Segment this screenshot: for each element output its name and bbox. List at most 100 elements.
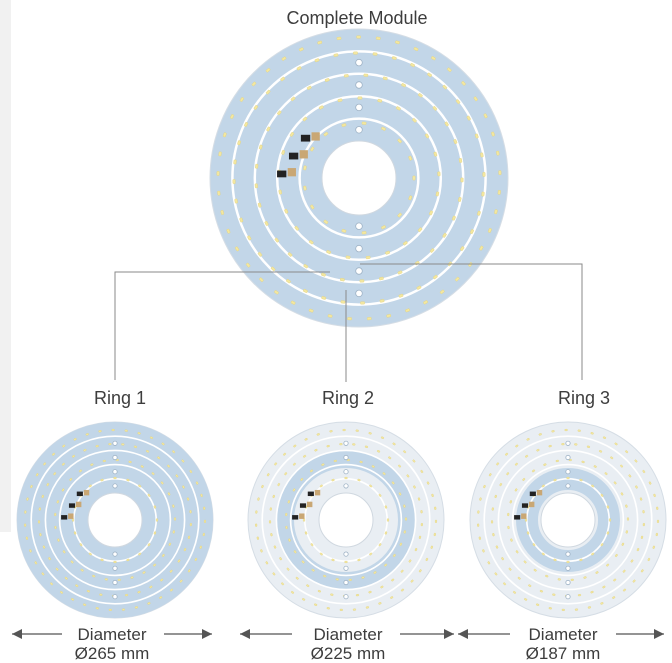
led: [287, 500, 291, 504]
led: [56, 500, 60, 504]
led: [145, 449, 150, 453]
led: [194, 557, 198, 562]
led: [323, 131, 329, 137]
led: [408, 559, 412, 563]
trace-gap: [497, 449, 639, 591]
led: [392, 553, 396, 558]
wire-connector: [311, 132, 320, 141]
led: [41, 494, 44, 499]
led: [398, 293, 404, 298]
led: [655, 532, 658, 537]
led: [600, 493, 604, 497]
led: [553, 558, 557, 562]
led: [414, 548, 418, 552]
led: [410, 579, 414, 583]
ring-1-label: Ring 1: [93, 388, 147, 408]
led: [420, 523, 423, 527]
led: [80, 568, 84, 572]
led: [346, 458, 350, 462]
led: [532, 543, 536, 547]
led: [113, 476, 117, 480]
led: [245, 262, 251, 268]
center-hole: [321, 140, 397, 216]
dimension-arrows: [12, 629, 664, 639]
mounting-hole: [343, 579, 349, 586]
led: [344, 560, 348, 564]
led: [292, 488, 296, 492]
led: [430, 56, 436, 61]
led: [284, 208, 289, 214]
led: [100, 478, 104, 482]
led: [385, 250, 390, 255]
led: [395, 106, 401, 111]
led: [286, 567, 290, 571]
led: [293, 444, 297, 448]
led: [564, 428, 568, 432]
led: [451, 215, 456, 221]
ring-3-leader-line: [360, 263, 583, 380]
led: [621, 542, 625, 546]
led: [138, 552, 142, 556]
led: [388, 456, 392, 460]
led: [137, 432, 141, 435]
led: [512, 590, 517, 594]
led: [359, 460, 363, 464]
led: [294, 225, 299, 231]
led: [318, 105, 324, 110]
led: [159, 596, 163, 599]
ring-1-board: [16, 421, 214, 619]
led: [602, 436, 607, 440]
mounting-hole: [565, 565, 571, 571]
led: [149, 585, 153, 589]
led: [483, 484, 486, 489]
led: [314, 448, 318, 452]
led: [283, 452, 287, 456]
led: [281, 150, 286, 155]
ring-3-diameter-label: Diameter: [528, 625, 598, 644]
led: [587, 606, 592, 609]
center-hole: [540, 492, 596, 548]
led: [326, 607, 330, 610]
mounting-hole: [343, 594, 349, 600]
led: [348, 578, 352, 581]
wire-connector: [83, 489, 90, 496]
led: [533, 568, 537, 572]
led: [652, 545, 656, 549]
led: [29, 549, 32, 553]
led: [339, 608, 343, 611]
led: [169, 588, 174, 592]
trace-gap: [275, 94, 443, 262]
mounting-hole: [343, 551, 349, 557]
led: [636, 548, 640, 552]
trace-gap: [289, 463, 403, 577]
led: [386, 314, 392, 318]
led: [444, 121, 449, 127]
led: [272, 494, 275, 499]
led: [226, 228, 231, 234]
mounting-hole: [343, 483, 349, 489]
led: [357, 478, 361, 482]
led: [545, 574, 549, 578]
led: [487, 561, 491, 565]
ring-3-diameter: Diameter Ø187 mm: [513, 625, 613, 663]
led: [301, 560, 305, 564]
trace-gap: [58, 463, 172, 577]
led: [496, 462, 500, 466]
led: [523, 560, 527, 564]
led: [258, 144, 263, 150]
led: [553, 478, 557, 482]
led: [477, 523, 480, 527]
led: [336, 36, 342, 41]
led: [274, 290, 279, 295]
led: [648, 481, 652, 485]
led: [625, 504, 628, 508]
led: [382, 472, 386, 476]
led: [454, 276, 460, 282]
led: [177, 559, 181, 563]
led: [39, 533, 42, 537]
mounting-hole: [112, 579, 118, 586]
mounting-hole: [112, 565, 118, 571]
led: [548, 444, 552, 448]
led: [482, 172, 486, 177]
